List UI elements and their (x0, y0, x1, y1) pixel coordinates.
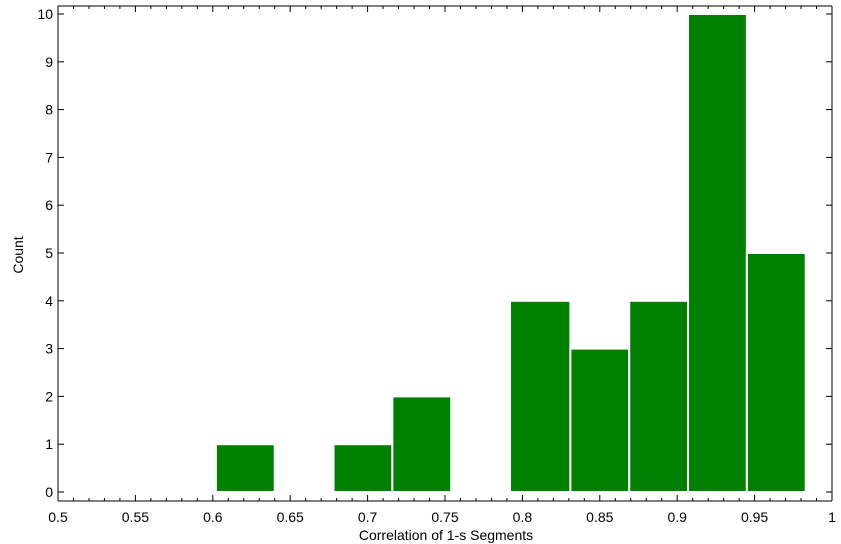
y-tick-label: 9 (45, 54, 53, 70)
histogram-bar-7 (628, 299, 690, 493)
x-tick-label: 0.9 (667, 509, 687, 525)
y-tick-label: 6 (45, 197, 53, 213)
x-tick-label: 0.7 (358, 509, 378, 525)
x-tick-label: 0.75 (431, 509, 458, 525)
y-tick-label: 8 (45, 102, 53, 118)
y-tick-label: 2 (45, 388, 53, 404)
ticks-group (57, 6, 833, 501)
y-tick-label: 0 (45, 484, 53, 500)
y-tick-label: 5 (45, 245, 53, 261)
histogram-bar-2 (332, 443, 394, 494)
x-tick-label: 0.85 (586, 509, 613, 525)
x-tick-label: 0.65 (277, 509, 304, 525)
histogram-bar-5 (509, 299, 572, 493)
histogram-bar-9 (745, 252, 807, 493)
y-tick-label: 7 (45, 149, 53, 165)
x-tick-label: 0.95 (741, 509, 768, 525)
histogram-bar-0 (214, 443, 276, 494)
tick-labels-group: 0.5 0.55 0.6 0.65 0.7 0.75 0.8 0.85 0.9 0.95 10123… (37, 6, 836, 525)
histogram-bar-3 (391, 395, 453, 493)
x-tick-label: 1 (828, 509, 836, 525)
y-axis-title: Count (10, 236, 26, 273)
histogram-bar-6 (569, 347, 631, 493)
y-tick-label: 3 (45, 341, 53, 357)
x-tick-label: 0.5 (48, 509, 68, 525)
y-tick-label: 10 (37, 6, 53, 22)
x-axis-title: Correlation of 1-s Segments (359, 527, 533, 543)
x-tick-label: 0.6 (203, 509, 223, 525)
x-tick-label: 0.55 (122, 509, 149, 525)
y-tick-label: 4 (45, 293, 53, 309)
y-tick-label: 1 (45, 436, 53, 452)
histogram-bar-8 (687, 13, 748, 493)
x-tick-label: 0.8 (513, 509, 533, 525)
bars-group (214, 13, 807, 494)
